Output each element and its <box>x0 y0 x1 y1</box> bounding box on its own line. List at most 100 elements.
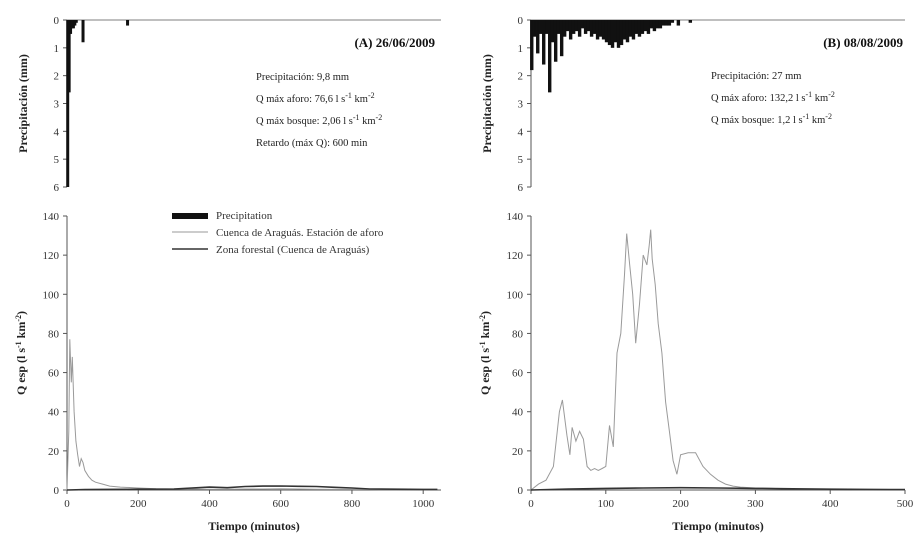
b-precip-bar <box>562 20 567 37</box>
b-precip-bar <box>598 20 603 37</box>
b-precip-ytick-label: 1 <box>518 43 524 55</box>
b-precip-bar <box>556 20 561 34</box>
a-precip-ytick-label: 4 <box>54 126 60 138</box>
b-precip-bar <box>610 20 615 48</box>
b-precip-bar <box>634 20 639 34</box>
b-precip-ytick-label: 2 <box>518 71 524 83</box>
a-precip-bar <box>66 20 70 187</box>
legend-label-bosque: Zona forestal (Cuenca de Araguás) <box>216 244 370 256</box>
b-precip-bar <box>604 20 609 43</box>
a-panel-title: (A) 26/06/2009 <box>354 35 435 50</box>
b-q-xtick-label: 500 <box>897 498 914 510</box>
b-precip-bar <box>628 20 633 37</box>
a-q-ytick-label: 60 <box>48 368 60 380</box>
b-q-ytick-label: 0 <box>518 485 524 497</box>
a-q-ytick-label: 40 <box>48 407 60 419</box>
b-precip-bar <box>559 20 564 57</box>
b-series-line-bosque <box>530 486 906 491</box>
b-annotation: Precipitación: 27 mm <box>711 71 801 82</box>
b-annotation: Q máx bosque: 1,2 l s-1 km-2 <box>711 112 832 127</box>
b-precip-bar <box>586 20 591 32</box>
b-precip-bar <box>601 20 606 40</box>
b-precip-bar <box>616 20 621 48</box>
a-precip-bar <box>126 20 130 26</box>
b-precip-bar <box>637 20 642 37</box>
a-series-line-bosque <box>66 485 438 491</box>
a-annotation: Q máx aforo: 76,6 l s-1 km-2 <box>256 91 375 106</box>
b-precip-bar <box>580 20 585 29</box>
b-precip-bar <box>658 20 663 29</box>
b-precip-bar <box>550 20 555 43</box>
a-precip-bar <box>81 20 85 43</box>
a-q-ytick-label: 120 <box>43 250 60 262</box>
b-precip-bar <box>595 20 600 40</box>
a-precip-ytick-label: 0 <box>54 15 60 27</box>
b-q-xtick-label: 400 <box>822 498 839 510</box>
a-q-xlabel: Tiempo (minutos) <box>208 519 299 533</box>
b-precip-bar <box>607 20 612 46</box>
b-q-ytick-label: 60 <box>512 368 524 380</box>
b-q-ytick-label: 40 <box>512 407 524 419</box>
a-precip-ytick-label: 6 <box>54 182 60 194</box>
b-annotation: Q máx aforo: 132,2 l s-1 km-2 <box>711 90 835 105</box>
b-precip-bar <box>583 20 588 34</box>
b-q-ytick-label: 80 <box>512 328 524 340</box>
a-precip-ytick-label: 2 <box>54 71 60 83</box>
b-precip-bar <box>568 20 573 40</box>
b-precip-bar <box>625 20 630 43</box>
panel-a: 0 1 2 3 4 5 6 Precipitación (mm) (A) 26/06/2009 P… <box>14 15 441 533</box>
b-q-ytick-label: 140 <box>507 211 524 223</box>
b-precip-bar <box>688 20 693 23</box>
panel-b: 0 1 2 3 4 5 6 Precipitación (mm) (B) 08/08/2009 P… <box>478 15 914 533</box>
b-precip-bar <box>670 20 675 23</box>
b-precip-bar <box>664 20 669 26</box>
a-q-xtick-label: 1000 <box>412 498 435 510</box>
a-annotation: Q máx bosque: 2,06 l s-1 km-2 <box>256 113 382 128</box>
a-q-xtick-label: 200 <box>130 498 147 510</box>
b-precip-bar <box>649 20 654 29</box>
a-q-xtick-label: 600 <box>272 498 289 510</box>
b-precip-bar <box>553 20 558 62</box>
b-precip-bar <box>542 20 546 65</box>
b-precip-bar <box>565 20 570 32</box>
b-precip-bar <box>676 20 681 26</box>
b-q-xtick-label: 0 <box>528 498 534 510</box>
a-q-ytick-label: 0 <box>54 485 60 497</box>
b-precip-ytick-label: 5 <box>518 154 524 166</box>
b-q-xlabel: Tiempo (minutos) <box>672 519 763 533</box>
a-series-line-aforo <box>66 339 438 491</box>
a-q-xtick-label: 800 <box>344 498 361 510</box>
b-series-line-aforo <box>530 229 905 491</box>
b-precip-bar <box>652 20 657 32</box>
a-q-xtick-label: 0 <box>64 498 70 510</box>
b-precip-bar <box>661 20 666 26</box>
a-q-ytick-label: 100 <box>43 289 60 301</box>
a-precip-ytick-label: 3 <box>54 99 60 111</box>
a-precip-ylabel: Precipitación (mm) <box>16 54 30 153</box>
a-annotation: Retardo (máx Q): 600 min <box>256 138 368 149</box>
legend-label-precip: Precipitation <box>216 210 273 222</box>
a-q-ytick-label: 140 <box>43 211 60 223</box>
b-precip-bar <box>536 20 540 54</box>
b-precip-bar <box>530 20 534 71</box>
b-precip-bar <box>655 20 660 29</box>
b-q-ylabel: Q esp (l s-1 km-2) <box>478 311 493 395</box>
b-q-xtick-label: 200 <box>672 498 689 510</box>
b-precip-bar <box>646 20 651 34</box>
b-precip-bar <box>577 20 582 37</box>
a-precip-bar <box>74 20 78 23</box>
b-q-ytick-label: 120 <box>507 250 524 262</box>
a-annotation: Precipitación: 9,8 mm <box>256 72 349 83</box>
b-precip-bar <box>622 20 627 40</box>
legend-label-aforo: Cuenca de Araguás. Estación de aforo <box>216 227 384 239</box>
b-precip-bar <box>589 20 594 37</box>
b-q-ytick-label: 20 <box>512 446 524 458</box>
a-precip-bar <box>67 20 71 93</box>
b-panel-title: (B) 08/08/2009 <box>823 35 903 50</box>
b-precip-ylabel: Precipitación (mm) <box>480 54 494 153</box>
b-precip-bar <box>533 20 537 37</box>
a-q-ytick-label: 80 <box>48 328 60 340</box>
b-precip-bar <box>619 20 624 46</box>
b-q-xtick-label: 300 <box>747 498 764 510</box>
